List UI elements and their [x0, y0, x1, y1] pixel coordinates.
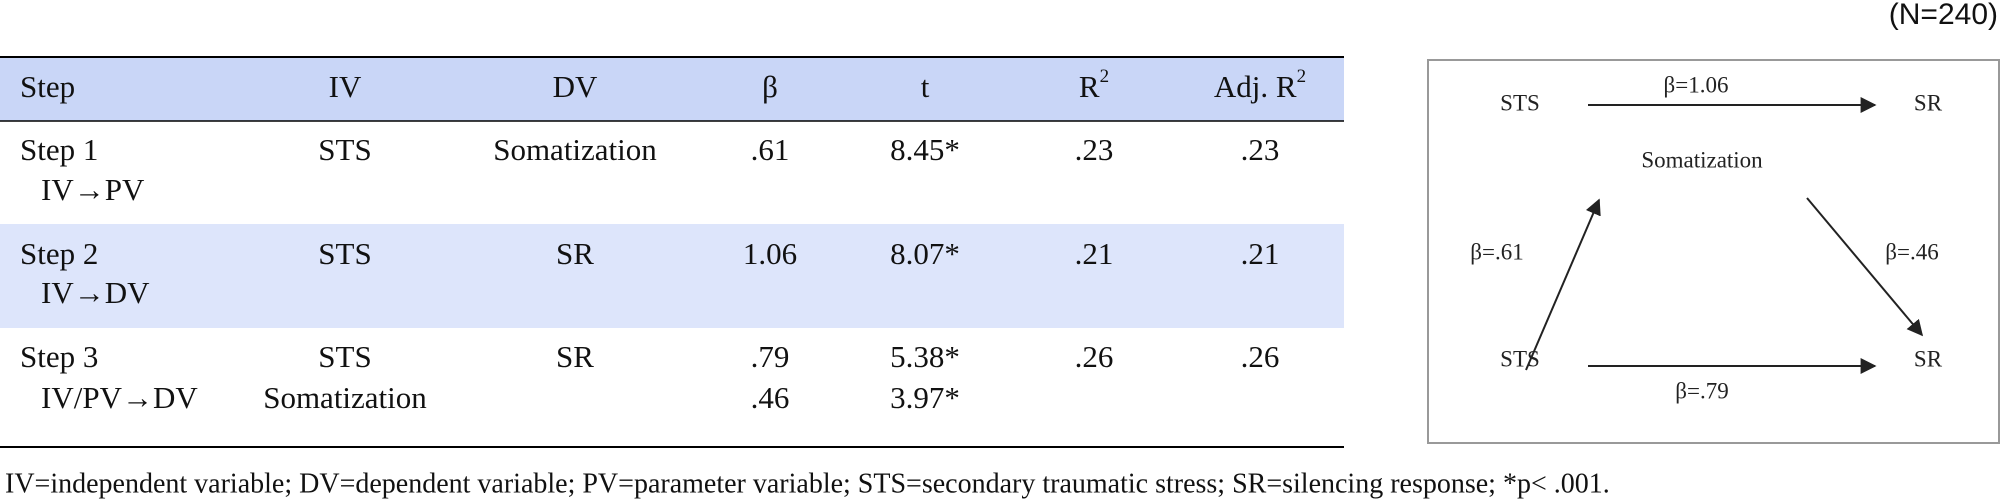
cell: SR: [556, 236, 594, 271]
node: STS: [1500, 90, 1540, 115]
column-header: Adj. R2: [1214, 66, 1306, 104]
cell: SR: [556, 339, 594, 374]
column-header: DV: [553, 69, 598, 104]
arrow: [1525, 198, 1601, 371]
sample-note: (N=240): [1889, 0, 1998, 31]
column-header: Step: [20, 69, 75, 104]
cell: STS: [318, 339, 371, 374]
cell: .21: [1075, 236, 1114, 271]
header-text: IV: [329, 69, 362, 104]
footnote: IV=independent variable; DV=dependent va…: [5, 468, 1610, 499]
cell: .61: [751, 132, 790, 167]
cell: .21: [1241, 236, 1280, 271]
column-header: R2: [1079, 66, 1109, 104]
column-header: t: [921, 69, 930, 104]
diagram-box: [1427, 59, 2000, 444]
cell: STS: [318, 132, 371, 167]
cell: .23: [1075, 132, 1114, 167]
cell: IV→PV: [41, 172, 145, 207]
cell: IV/PV→DV: [41, 380, 198, 415]
node: SR: [1914, 90, 1943, 115]
cell: Step 1: [20, 132, 98, 167]
cell: .23: [1241, 132, 1280, 167]
header-text: Adj. R: [1214, 69, 1297, 104]
cell: 1.06: [743, 236, 797, 271]
node: STS: [1500, 346, 1540, 371]
cell: .26: [1075, 339, 1114, 374]
node: Somatization: [1641, 147, 1763, 172]
superscript: 2: [1100, 66, 1110, 87]
cell: Somatization: [263, 380, 427, 415]
edge-label: β=.61: [1470, 239, 1523, 264]
column-header: β: [762, 69, 778, 104]
superscript: 2: [1297, 66, 1307, 87]
header-bg: [0, 57, 1344, 121]
cell: 8.45*: [890, 132, 960, 167]
cell: 3.97*: [890, 380, 960, 415]
node: SR: [1914, 346, 1943, 371]
edge-label: β=.46: [1885, 239, 1938, 264]
row-bg: [0, 224, 1344, 328]
cell: .46: [751, 380, 790, 415]
cell: Step 2: [20, 236, 98, 271]
edge-label: β=1.06: [1664, 72, 1729, 97]
header-text: R: [1079, 69, 1100, 104]
header-text: DV: [553, 69, 598, 104]
arrow: [1806, 197, 1924, 337]
cell: .79: [751, 339, 790, 374]
column-header: IV: [329, 69, 362, 104]
header-text: Step: [20, 69, 75, 104]
edge-label: β=.79: [1675, 378, 1728, 403]
header-text: β: [762, 69, 778, 104]
cell: Step 3: [20, 339, 98, 374]
cell: 8.07*: [890, 236, 960, 271]
header-text: t: [921, 69, 930, 104]
cell: 5.38*: [890, 339, 960, 374]
cell: STS: [318, 236, 371, 271]
cell: .26: [1241, 339, 1280, 374]
cell: IV→DV: [41, 275, 150, 310]
cell: Somatization: [493, 132, 657, 167]
